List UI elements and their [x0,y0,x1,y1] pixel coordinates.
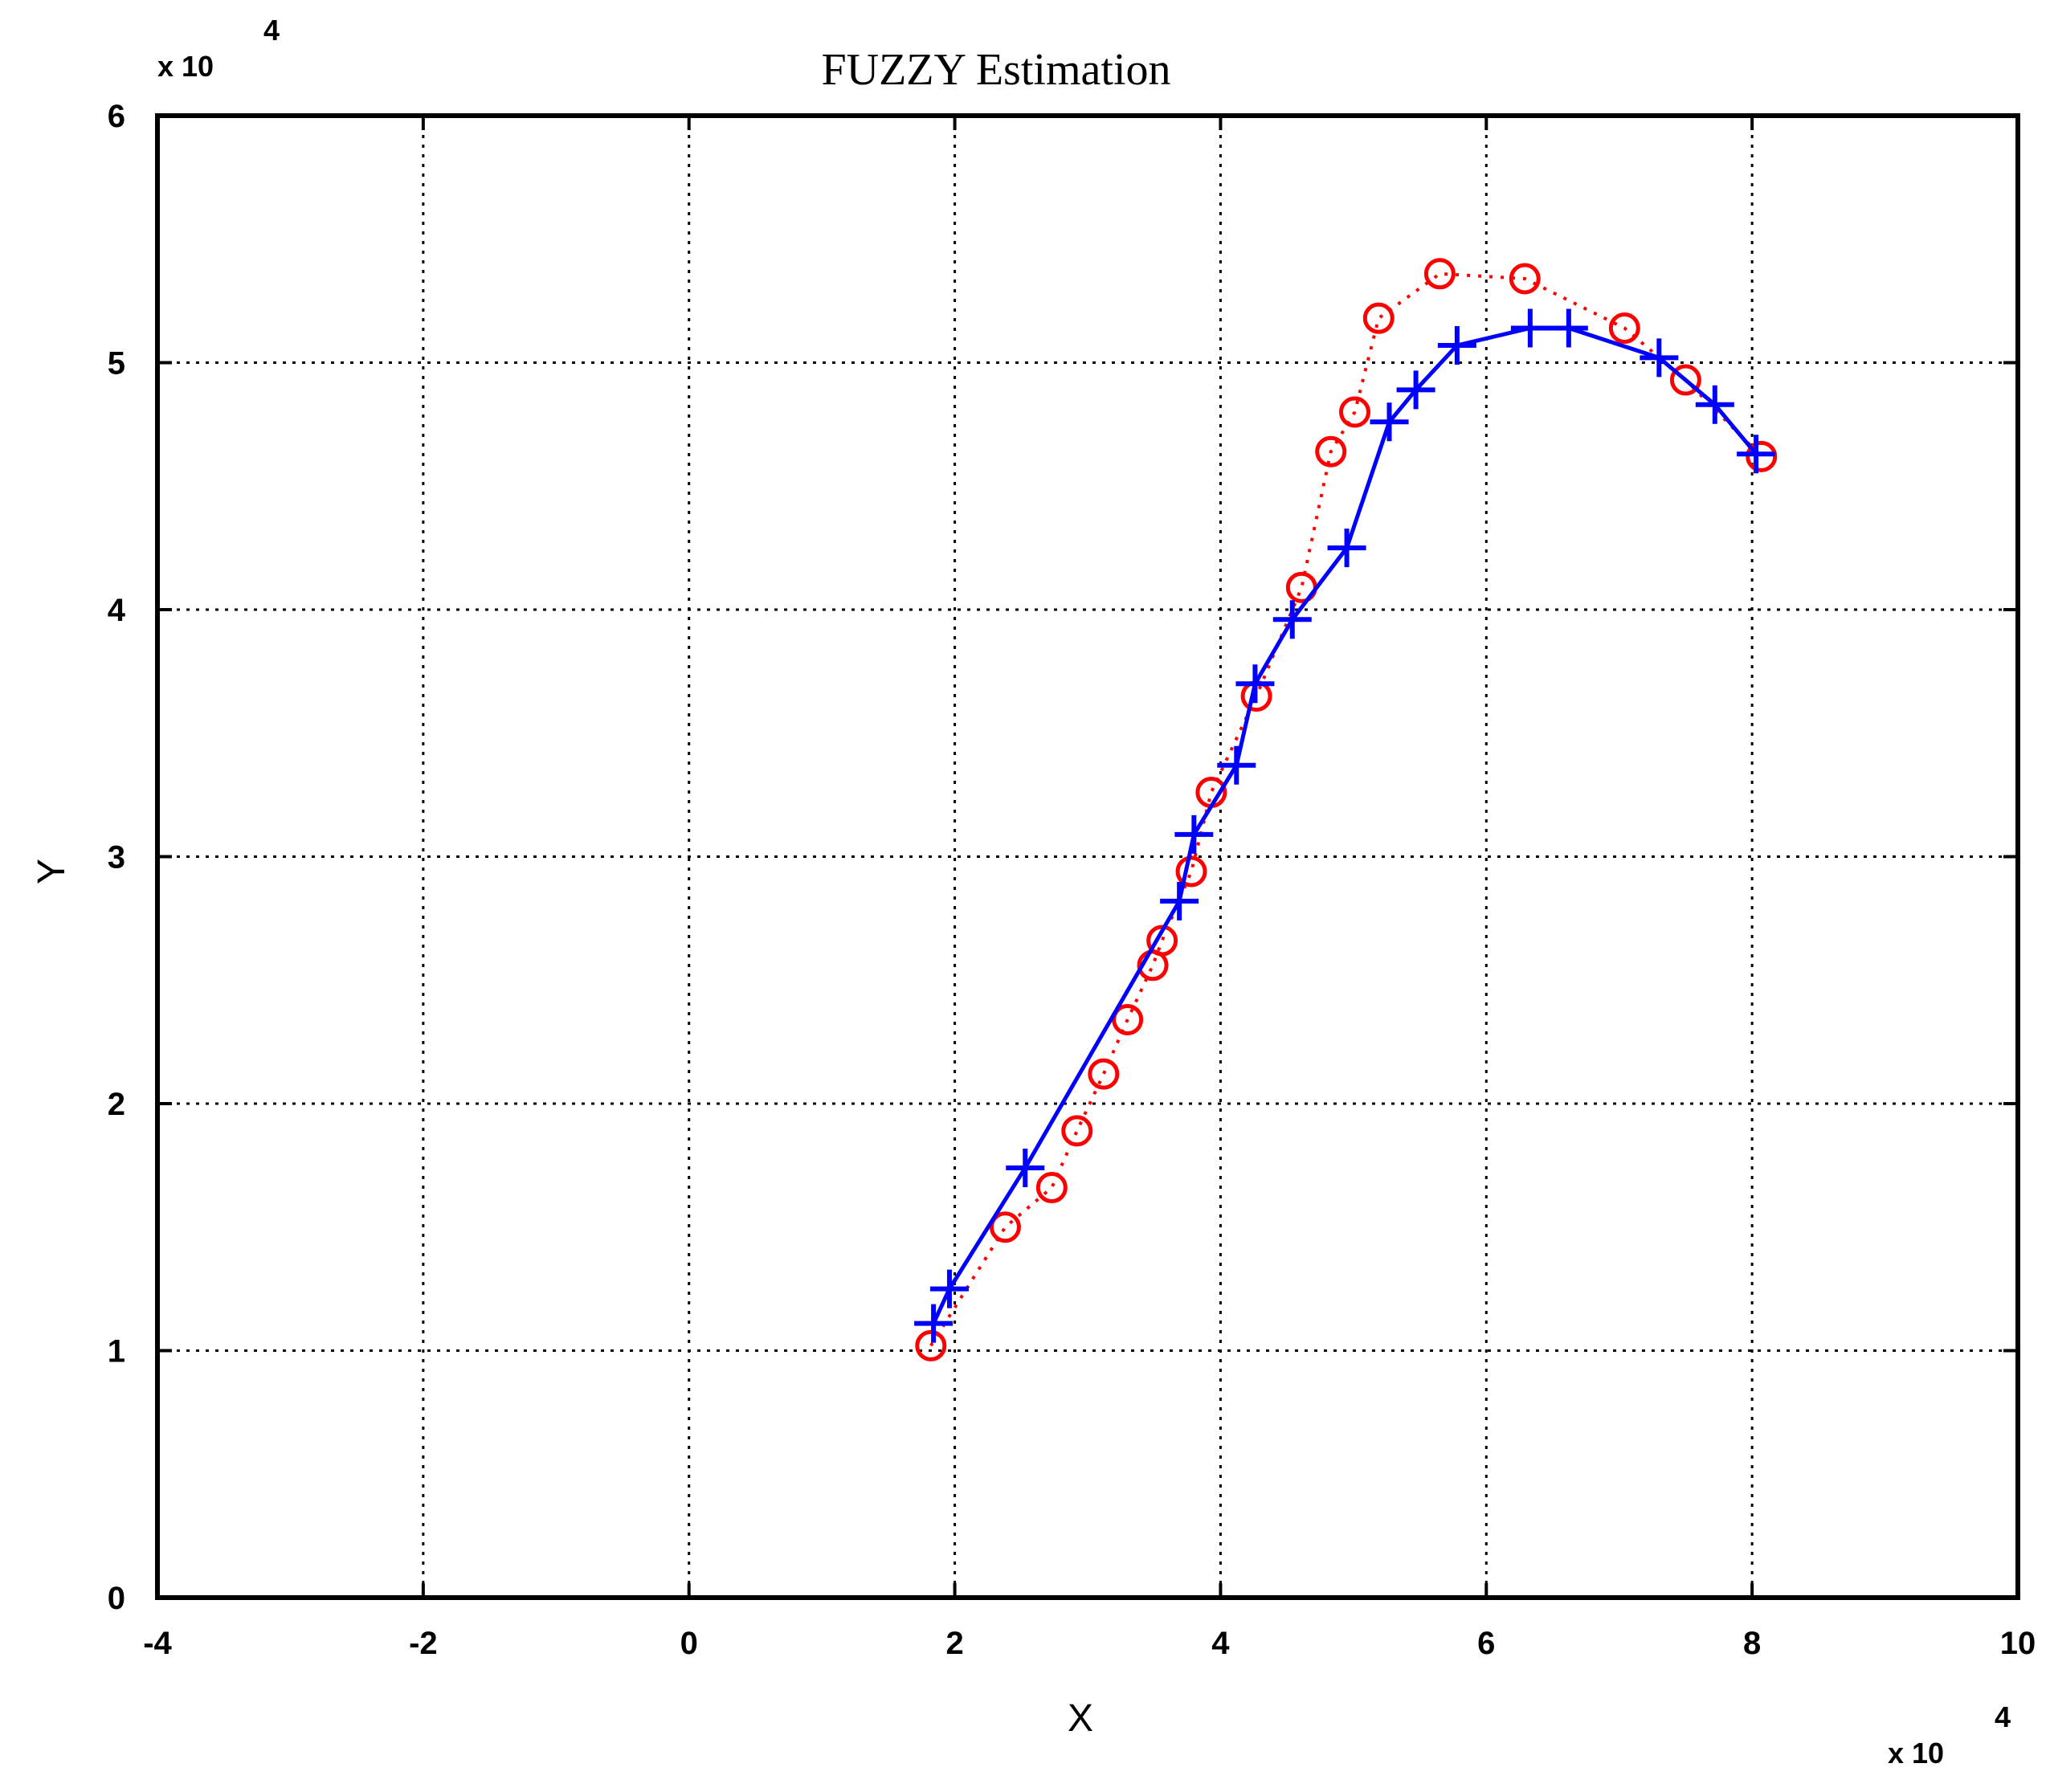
y-tick-label: 1 [108,1334,125,1370]
circle-marker-icon [1175,855,1207,888]
y-multiplier: x 10 4 [157,14,280,83]
circle-marker-icon [1509,263,1541,295]
y-tick-label: 6 [108,99,125,134]
circle-marker-icon [1339,396,1371,428]
plus-marker-icon [1006,1148,1045,1187]
plus-marker-icon [1370,402,1409,442]
plus-marker-icon [929,1269,969,1308]
plus-marker-icon [914,1304,954,1343]
circle-marker-icon [1146,925,1178,957]
plus-marker-icon [1549,308,1588,348]
plus-marker-icon [1217,745,1256,785]
series-line [929,271,1763,1347]
plus-marker-icon [1396,370,1435,410]
x-tick-label: 10 [2000,1626,2036,1661]
x-axis-label: X [1068,1697,1093,1740]
circle-marker-icon [1061,1115,1093,1147]
circle-marker-icon [1362,302,1395,334]
plus-marker-icon [1327,529,1366,568]
plus-marker-icon [1737,435,1776,474]
plus-marker-icon [1160,881,1199,920]
circle-marker-icon [1035,1172,1068,1204]
circle-marker-icon [1669,364,1701,396]
circle-marker-icon [915,1329,947,1361]
x-tick-label: 6 [1477,1626,1495,1661]
plus-marker-icon [1437,325,1476,365]
x-tick-label: 2 [945,1626,963,1661]
plus-marker-icon [1235,664,1275,704]
plus-marker-icon [1695,385,1734,424]
circle-marker-icon [1088,1058,1120,1090]
x-tick-label: 4 [1211,1626,1230,1661]
circle-marker-icon [1608,312,1640,344]
plot-frame [155,113,2020,1600]
svg-text:x 10: x 10 [1888,1737,1944,1770]
y-tick-label: 0 [108,1581,125,1616]
plus-marker-icon [1640,338,1679,378]
x-tick-label: -2 [409,1626,438,1661]
circle-marker-icon [1112,1003,1144,1035]
x-tick-label: 0 [680,1626,698,1661]
svg-text:x 10: x 10 [157,50,214,83]
circle-marker-icon [1746,440,1778,472]
circle-marker-icon [1423,258,1456,290]
svg-text:4: 4 [1995,1700,2011,1733]
circle-marker-icon [989,1211,1021,1243]
x-multiplier: x 10 4 [1888,1700,2011,1770]
svg-text:4: 4 [263,14,280,47]
y-axis-label: Y [31,859,73,884]
circle-marker-icon [1315,435,1347,467]
y-tick-label: 3 [108,840,125,876]
plus-marker-icon [1174,814,1214,854]
y-tick-label: 2 [108,1087,125,1122]
data-series [914,258,1778,1361]
y-tick-label: 4 [108,593,126,628]
chart-title: FUZZY Estimation [821,45,1170,95]
plus-marker-icon [1510,308,1550,348]
grid-lines [157,116,2018,1598]
axis-ticks: -4 -2 0 2 4 6 8 10 0 1 2 3 4 5 6 [108,99,2036,1661]
y-tick-label: 5 [108,346,125,382]
x-tick-label: 8 [1743,1626,1761,1661]
plus-marker-icon [1272,600,1312,639]
x-tick-label: -4 [143,1626,172,1661]
